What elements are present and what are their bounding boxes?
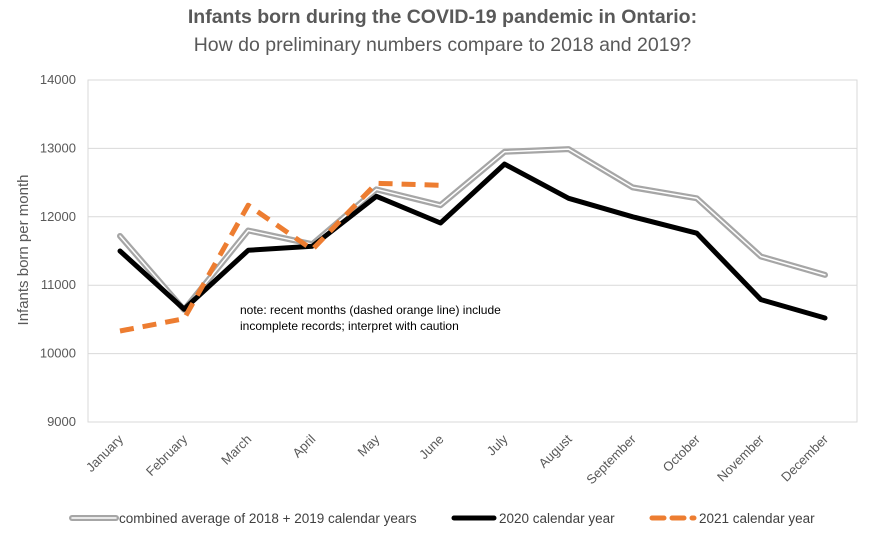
y-tick-label: 11000 [41, 277, 76, 292]
y-tick-label: 9000 [47, 414, 76, 429]
x-tick-label: October [660, 431, 704, 475]
y-axis-ticks: 9000 10000 11000 12000 13000 14000 [40, 72, 76, 429]
legend-label-2021: 2021 calendar year [699, 511, 815, 526]
series-lines [117, 146, 828, 334]
x-axis-ticks: January February March April May June July Augu… [83, 431, 832, 487]
legend-item-2021: 2021 calendar year [649, 511, 815, 526]
x-tick-label: December [778, 431, 831, 484]
y-tick-label: 12000 [40, 209, 76, 224]
chart-title: Infants born during the COVID-19 pandemi… [187, 6, 698, 28]
y-tick-label: 14000 [40, 72, 76, 87]
x-tick-label: July [484, 431, 511, 458]
legend-label-2020: 2020 calendar year [499, 511, 615, 526]
note-line-1: note: recent months (dashed orange line)… [240, 303, 501, 317]
x-tick-label: August [536, 431, 575, 470]
plot-area-border [87, 79, 858, 423]
x-tick-label: September [583, 431, 639, 487]
x-tick-label: June [416, 432, 447, 463]
legend-label-average: combined average of 2018 + 2019 calendar… [119, 511, 417, 526]
x-tick-label: November [714, 431, 767, 484]
x-tick-label: May [355, 431, 383, 459]
y-axis-label: Infants born per month [15, 175, 32, 326]
series-line-average-inner [119, 148, 826, 311]
series-line-2021 [119, 180, 441, 334]
x-tick-label: February [143, 431, 191, 479]
x-tick-label: March [218, 432, 254, 468]
gridlines [87, 79, 858, 423]
x-tick-label: January [83, 431, 127, 475]
y-tick-label: 13000 [40, 140, 76, 155]
x-tick-label: April [289, 431, 318, 460]
series-line-2020 [117, 161, 828, 321]
legend-item-average: combined average of 2018 + 2019 calendar… [69, 511, 417, 526]
legend: combined average of 2018 + 2019 calendar… [69, 511, 815, 526]
legend-item-2020: 2020 calendar year [451, 511, 615, 526]
y-tick-label: 10000 [40, 346, 76, 361]
chart-subtitle: How do preliminary numbers compare to 20… [193, 34, 692, 56]
note-line-2: incomplete records; interpret with cauti… [240, 319, 459, 333]
